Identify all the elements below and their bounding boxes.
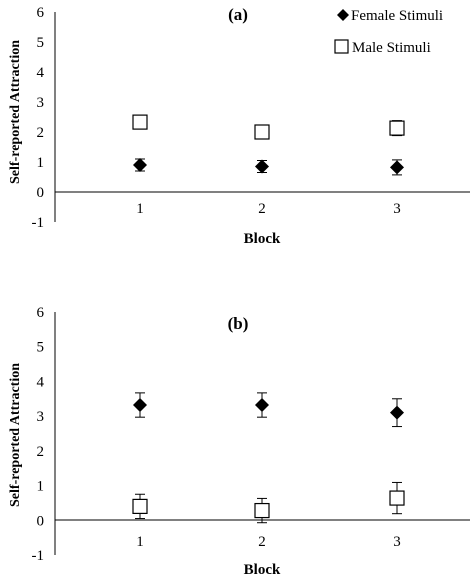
female-stimuli-point: [390, 405, 404, 420]
x-tick-label: 3: [393, 201, 401, 217]
y-tick-label: 1: [37, 155, 45, 171]
panel-b-data-marks: [132, 392, 405, 524]
female-stimuli-point: [390, 160, 404, 175]
male-stimuli-point: [132, 498, 148, 514]
panel-b-y-tick-labels: 6 5 4 3 2 1 0 -1: [32, 305, 45, 564]
panel-a-plot-area: [54, 12, 470, 222]
y-tick-label: 0: [37, 185, 45, 201]
panel-a-y-tick-labels: 6 5 4 3 2 1 0 -1: [32, 5, 45, 231]
y-tick-label: 2: [37, 444, 45, 460]
y-tick-label: 2: [37, 125, 45, 141]
legend-label-female: Female Stimuli: [351, 8, 443, 24]
y-tick-label: 0: [37, 513, 45, 529]
panel-a: 6 5 4 3 2 1 0 -1 1 2 3 (a) Block Self-reported At…: [8, 5, 470, 247]
x-tick-label: 1: [136, 201, 144, 217]
male-stimuli-point: [389, 120, 405, 136]
y-tick-label: 3: [37, 409, 45, 425]
panel-a-label: (a): [228, 5, 248, 24]
y-tick-label: 6: [37, 5, 45, 21]
panel-b-x-axis-label: Block: [244, 562, 281, 577]
female-stimuli-point: [133, 158, 147, 172]
male-stimuli-point: [254, 124, 270, 140]
x-tick-label: 2: [258, 201, 266, 217]
panel-a-y-axis-label: Self-reported Attraction: [8, 40, 23, 184]
y-tick-label: -1: [32, 548, 45, 564]
panel-a-x-axis-label: Block: [244, 231, 281, 247]
y-tick-label: 3: [37, 95, 45, 111]
panel-b: 6 5 4 3 2 1 0 -1 1 2 3 (b) Block Self-reported At…: [8, 305, 470, 577]
panel-a-data-marks: [132, 114, 405, 176]
x-tick-label: 3: [393, 534, 401, 550]
female-stimuli-point: [133, 398, 147, 413]
female-stimuli-point: [255, 159, 269, 174]
legend-item-male: Male Stimuli: [334, 39, 431, 56]
y-tick-label: 6: [37, 305, 45, 321]
male-stimuli-point: [132, 114, 148, 130]
female-stimuli-point: [255, 398, 269, 413]
legend-square-icon: [334, 39, 349, 54]
panel-b-y-axis-label: Self-reported Attraction: [8, 363, 23, 507]
legend-item-female: Female Stimuli: [337, 8, 443, 24]
y-tick-label: 5: [37, 340, 45, 356]
x-tick-label: 1: [136, 534, 144, 550]
male-stimuli-point: [254, 502, 270, 519]
male-stimuli-point: [389, 490, 405, 506]
panel-b-x-tick-labels: 1 2 3: [136, 534, 401, 550]
y-tick-label: -1: [32, 215, 45, 231]
x-tick-label: 2: [258, 534, 266, 550]
panel-b-label: (b): [228, 314, 249, 333]
y-tick-label: 4: [37, 65, 45, 81]
y-tick-label: 4: [37, 374, 45, 390]
y-tick-label: 1: [37, 479, 45, 495]
panel-a-x-tick-labels: 1 2 3: [136, 201, 401, 217]
y-tick-label: 5: [37, 35, 45, 51]
legend: Female Stimuli Male Stimuli: [334, 8, 443, 56]
legend-label-male: Male Stimuli: [352, 40, 431, 56]
legend-diamond-icon: [337, 9, 349, 21]
